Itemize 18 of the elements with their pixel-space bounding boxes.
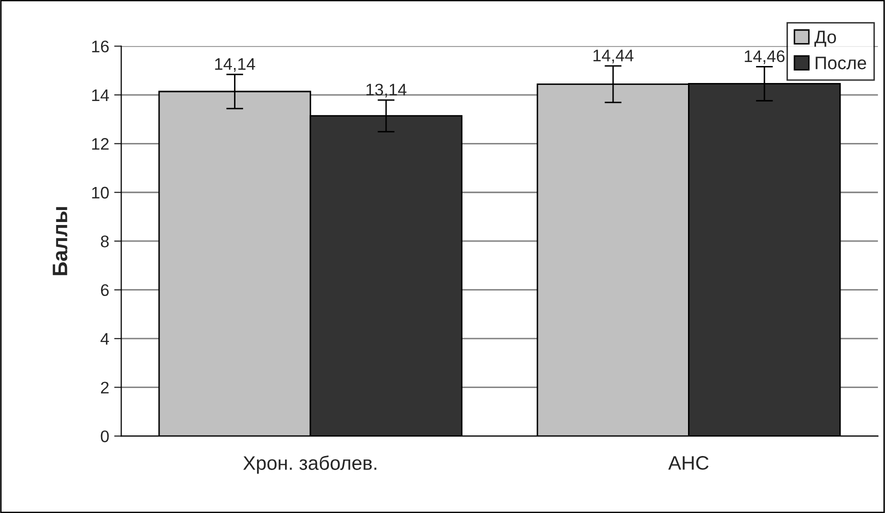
x-tick-label: АНС bbox=[668, 456, 709, 470]
y-tick-label: 10 bbox=[92, 186, 109, 199]
y-tick-label: 4 bbox=[100, 333, 109, 345]
legend-label: После bbox=[816, 56, 866, 70]
y-tick-label: 8 bbox=[100, 236, 109, 248]
y-tick-label: 0 bbox=[100, 430, 109, 442]
legend-label: До bbox=[814, 30, 836, 47]
y-tick-label: 2 bbox=[101, 382, 109, 394]
data-label: 13,14 bbox=[366, 84, 406, 98]
y-tick-label: 6 bbox=[101, 284, 109, 296]
y-axis-title: Баллы bbox=[52, 207, 68, 276]
y-tick-label: 14 bbox=[92, 89, 109, 101]
data-label: 14,14 bbox=[215, 58, 256, 72]
data-label: 14,46 bbox=[744, 50, 785, 64]
y-tick-label: 12 bbox=[92, 138, 109, 150]
x-tick-label: Хрон. заболев. bbox=[243, 455, 376, 474]
data-label: 14,44 bbox=[594, 50, 634, 64]
y-tick-label: 16 bbox=[92, 40, 109, 52]
